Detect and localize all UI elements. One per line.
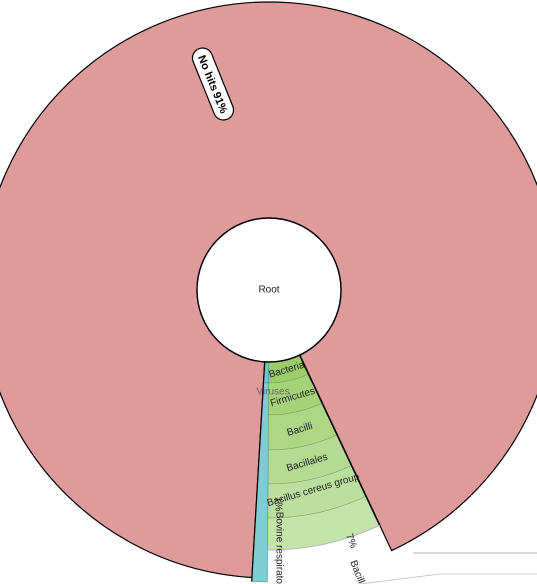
label-viruses: Viruses — [256, 387, 289, 398]
root-label: Root — [258, 285, 279, 296]
slice-boundary-line — [298, 354, 381, 527]
root-node — [196, 217, 342, 363]
label-bacillus: Bacill — [347, 559, 366, 584]
leader-line — [359, 573, 537, 584]
ring-edge-arc — [267, 524, 380, 551]
label-bovine-percent: 1% — [272, 497, 283, 512]
no-hits-label-background — [191, 47, 235, 121]
label-bovine: Bovine respiratory — [273, 512, 284, 584]
slice-boundary-line — [251, 361, 266, 582]
label-bacillus-percent: 7% — [343, 532, 359, 550]
